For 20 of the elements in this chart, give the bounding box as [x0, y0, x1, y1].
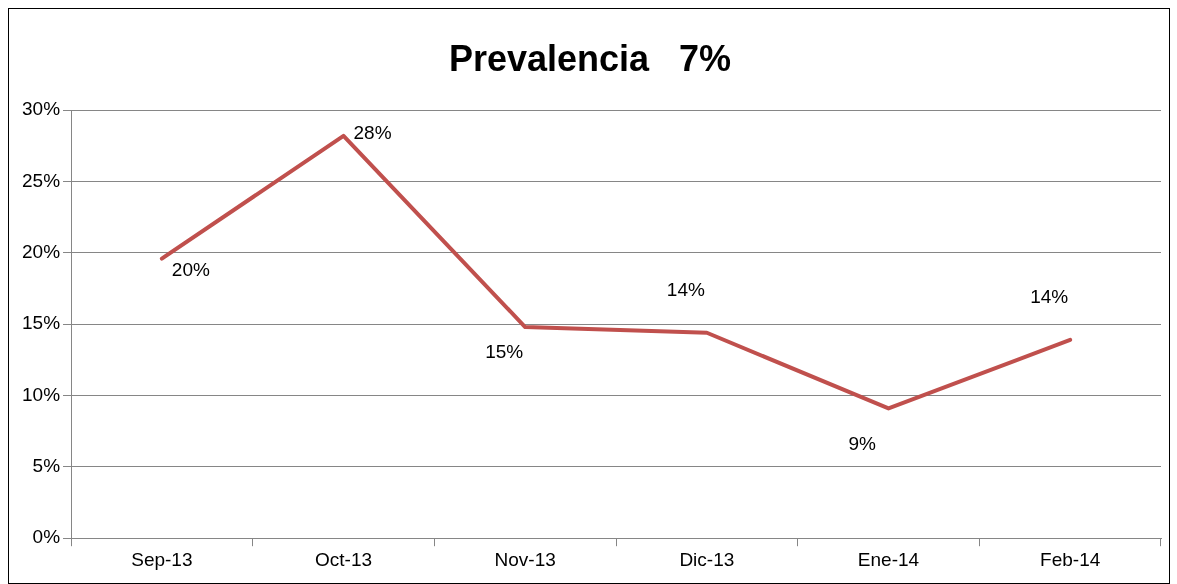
chart-title: Prevalencia 7%	[448, 37, 732, 79]
data-label: 14%	[666, 278, 705, 300]
y-tick-label: 5%	[32, 455, 61, 477]
y-tick-label: 30%	[22, 98, 61, 120]
x-tick-label: Sep-13	[131, 548, 193, 570]
y-tick-label: 10%	[22, 383, 61, 405]
y-tick-label: 15%	[22, 312, 61, 334]
data-label: 9%	[848, 432, 877, 454]
x-tick-label: Nov-13	[494, 548, 556, 570]
x-tick-label: Feb-14	[1040, 548, 1101, 570]
data-label: 20%	[171, 258, 210, 280]
data-label: 14%	[1030, 286, 1069, 308]
x-tick-label: Dic-13	[679, 548, 735, 570]
y-tick-label: 25%	[22, 169, 61, 191]
x-tick-label: Oct-13	[315, 548, 373, 570]
y-tick-label: 20%	[22, 241, 61, 263]
data-label: 28%	[353, 122, 392, 144]
x-tick-label: Ene-14	[857, 548, 920, 570]
data-label: 15%	[485, 341, 524, 363]
y-tick-label: 0%	[32, 526, 61, 548]
